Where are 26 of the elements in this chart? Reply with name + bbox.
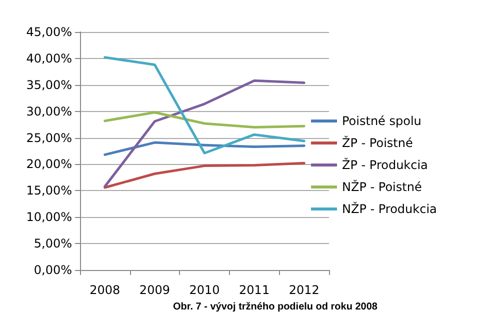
legend-label: Poistné spolu (342, 114, 422, 128)
y-tick-label: 25,00% (26, 130, 72, 145)
legend-label: ŽP - Poistné (342, 135, 413, 150)
y-tick-label: 20,00% (26, 157, 72, 172)
legend-label: NŽP - Produkcia (342, 201, 437, 216)
line-series (104, 79, 306, 188)
line-series (104, 56, 306, 154)
y-tick-label: 45,00% (26, 25, 72, 39)
y-tick-label: 35,00% (26, 78, 72, 92)
x-tick-label: 2008 (90, 283, 120, 297)
x-tick-label: 2011 (239, 283, 270, 297)
y-tick-label: 0,00% (34, 263, 72, 277)
y-tick-label: 30,00% (26, 104, 72, 118)
legend-label: ŽP - Produkcia (342, 157, 428, 172)
line-series (104, 111, 306, 128)
y-tick-label: 40,00% (26, 51, 72, 66)
text: Obr. 7 - vývoj tržného podielu od roku 2008 (173, 302, 378, 312)
y-tick-label: 15,00% (26, 184, 72, 198)
line-series (104, 162, 306, 189)
line-series (104, 141, 306, 156)
y-tick-label: 10,00% (26, 210, 72, 224)
x-tick-label: 2010 (189, 283, 220, 297)
legend-label: NŽP - Poistné (342, 179, 422, 194)
x-tick-label: 2012 (288, 283, 320, 297)
y-tick-label: 5,00% (34, 236, 72, 251)
x-tick-label: 2009 (139, 283, 170, 297)
